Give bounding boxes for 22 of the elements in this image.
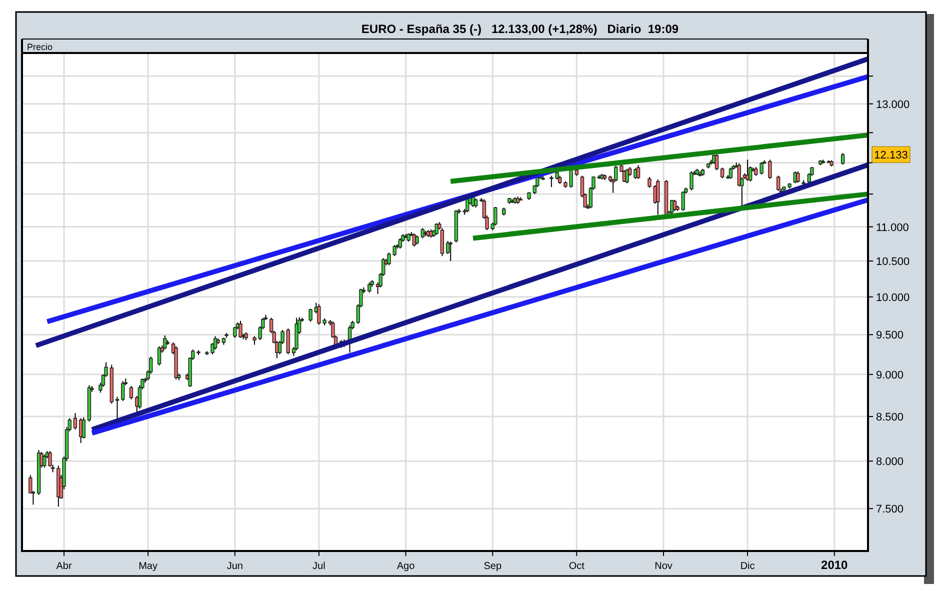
x-tick-label: Jul [312, 561, 326, 572]
x-tick-label: Oct [568, 561, 585, 572]
y-tick-label: 7.500 [876, 504, 904, 516]
y-tick-label: 13.000 [876, 98, 910, 111]
x-tick-label: Ago [396, 561, 416, 572]
y-tick-label: 9.500 [876, 330, 904, 342]
chart-title: EURO - España 35 (-) 12.133,00 (+1,28%) Diario 19:09 [361, 22, 679, 36]
y-tick-label: 10.000 [876, 292, 910, 304]
x-tick-label: Abr [56, 561, 72, 572]
y-tick-label: 11.000 [876, 222, 909, 234]
y-tick-label: 8.000 [876, 456, 904, 468]
y-tick-label: 10.500 [876, 256, 910, 268]
x-tick-label: Jun [226, 561, 243, 572]
x-tick-label: 2010 [821, 558, 848, 572]
x-tick-label: May [138, 561, 158, 572]
y-tick-label: 8.500 [876, 411, 904, 424]
x-tick-label: Dic [740, 561, 755, 572]
y-tick-label: 9.000 [876, 369, 904, 382]
x-tick-label: Nov [654, 561, 672, 572]
text: 12.133 [874, 150, 908, 162]
y-axis-title: Precio [27, 42, 53, 52]
x-tick-label: Sep [484, 561, 502, 572]
